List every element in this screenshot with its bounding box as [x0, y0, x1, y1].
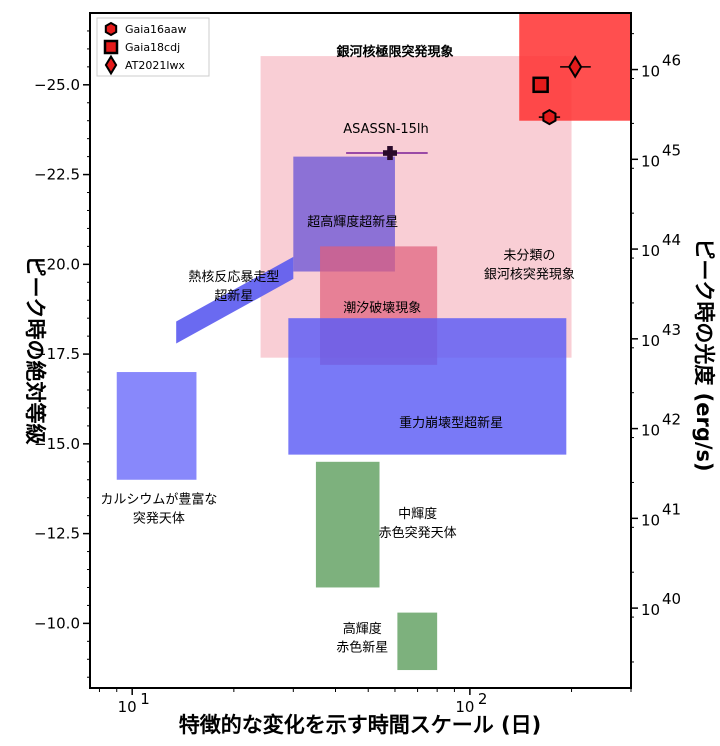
region-7	[397, 612, 438, 671]
thermonuclear-runaway-band	[176, 256, 294, 344]
region-label-1: 未分類の銀河核突発現象	[484, 248, 575, 282]
legend-marker-gaia16aaw	[104, 21, 118, 37]
points-layer	[346, 55, 591, 161]
thermonuclear-runaway-label: 熱核反応暴走型超新星	[188, 270, 279, 304]
right-tick-label-exp: 43	[662, 321, 681, 339]
region-4	[288, 318, 567, 455]
y-axis-right-title: ピーク時の光度 (erg/s)	[692, 238, 716, 471]
x-tick-label-exp: 2	[478, 690, 488, 708]
right-tick-label: 10	[641, 511, 660, 529]
y-tick-label: −17.5	[34, 345, 80, 363]
x-tick-label: 10	[455, 698, 474, 716]
legend-marker-gaia18cdj	[103, 39, 119, 55]
right-tick-label: 10	[641, 601, 660, 619]
right-tick-label: 10	[641, 242, 660, 260]
region-label-3: 潮汐破壊現象	[343, 300, 421, 316]
right-tick-label: 10	[641, 332, 660, 350]
right-tick-label: 10	[641, 422, 660, 440]
right-tick-label-exp: 40	[662, 590, 681, 608]
y-axis-left-title: ピーク時の絶対等級	[23, 256, 47, 445]
right-tick-label-exp: 41	[662, 500, 681, 518]
point-asassn-15lh-v	[387, 146, 393, 161]
y-tick-label: −15.0	[34, 435, 80, 453]
plot-frame	[89, 12, 632, 689]
legend-label-at2021lwx: AT2021lwx	[125, 59, 185, 72]
regions-layer	[116, 13, 631, 671]
point-label-asassn-15lh: ASASSN-15lh	[343, 122, 429, 137]
region-label-2: 超高輝度超新星	[307, 214, 398, 230]
x-tick-label-exp: 1	[140, 690, 150, 708]
y-tick-label: −25.0	[34, 76, 80, 94]
right-tick-label-exp: 46	[662, 52, 681, 70]
legend: Gaia16aaw Gaia18cdj AT2021lwx	[96, 17, 210, 77]
point-gaia16aaw	[542, 108, 557, 126]
y-tick-label: −20.0	[34, 255, 80, 273]
right-tick-label: 10	[641, 63, 660, 81]
right-tick-label-exp: 42	[662, 411, 681, 429]
point-at2021lwx	[568, 55, 583, 79]
right-tick-label-exp: 45	[662, 141, 681, 159]
x-axis-title: 特徴的な変化を示す時間スケール (日)	[179, 713, 542, 737]
point-asassn-15lh	[382, 146, 397, 161]
region-label-8: 銀河核極限突発現象	[336, 44, 453, 60]
axes-layer: −25.0−22.5−20.0−17.5−15.0−12.5−10.010 1 10…	[34, 12, 681, 716]
region-label-7: 高輝度赤色新星	[336, 621, 388, 656]
point-gaia18cdj	[532, 76, 549, 94]
legend-label-gaia18cdj: Gaia18cdj	[125, 41, 180, 54]
region-label-4: 重力崩壊型超新星	[399, 415, 503, 431]
region-5	[116, 372, 197, 480]
x-tick-label: 10	[118, 698, 137, 716]
y-tick-label: −22.5	[34, 166, 80, 184]
y-tick-label: −10.0	[34, 614, 80, 632]
region-label-5: カルシウムが豊富な突発天体	[100, 492, 217, 527]
labels-layer: 未分類の銀河核突発現象 超高輝度超新星潮汐破壊現象重力崩壊型超新星カルシウムが豊富…	[100, 44, 574, 656]
region-6	[315, 461, 380, 588]
legend-marker-at2021lwx	[104, 54, 118, 76]
legend-label-gaia16aaw: Gaia16aaw	[125, 23, 187, 36]
right-tick-label: 10	[641, 152, 660, 170]
region-label-6: 中輝度赤色突発天体	[379, 506, 457, 541]
right-tick-label-exp: 44	[662, 231, 681, 249]
y-tick-label: −12.5	[34, 525, 80, 543]
